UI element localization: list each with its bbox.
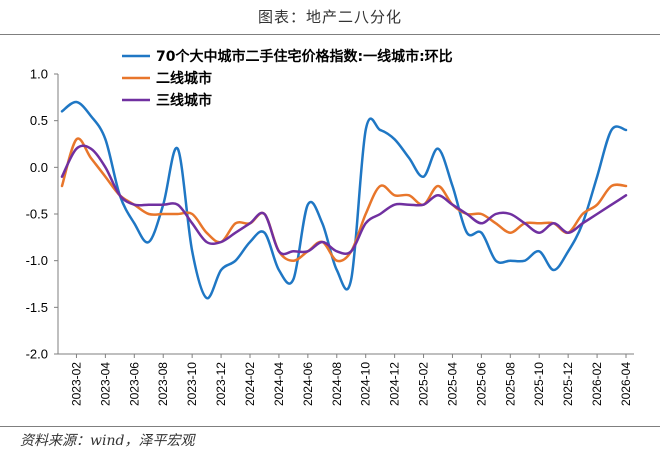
y-tick-label: 1.0 [30, 67, 48, 82]
x-tick-label: 2024-02 [243, 362, 257, 406]
x-tick-label: 2024-08 [330, 362, 344, 406]
x-tick-label: 2024-04 [272, 362, 286, 406]
x-tick-label: 2024-10 [359, 362, 373, 406]
x-tick-label: 2026-02 [590, 362, 604, 406]
y-tick-label: -2.0 [26, 347, 48, 362]
legend-label-3: 三线城市 [156, 92, 212, 109]
y-tick-label: -1.0 [26, 253, 48, 268]
x-tick-label: 2025-12 [561, 362, 575, 406]
source-note: 资料来源：wind，泽平宏观 [20, 433, 195, 449]
title-divider [0, 34, 660, 35]
series-lines [60, 100, 628, 300]
x-tick-label: 2023-02 [69, 362, 83, 406]
x-tick-label: 2025-02 [417, 362, 431, 406]
y-tick-label: 0.0 [30, 160, 48, 175]
y-tick-label: -0.5 [26, 207, 48, 222]
x-tick-label: 2023-10 [185, 362, 199, 406]
x-tick-label: 2023-12 [214, 362, 228, 406]
x-tick-label: 2025-04 [445, 362, 459, 406]
x-tick-label: 2024-06 [301, 362, 315, 406]
axes [57, 74, 634, 355]
series-line-1 [60, 100, 628, 300]
x-tick-label: 2023-06 [127, 362, 141, 406]
x-tick-label: 2025-06 [474, 362, 488, 406]
footer-divider [0, 426, 660, 427]
y-axis-ticks: 1.0 0.5 0.0 -0.5 -1.0 -1.5 -2.0 [26, 67, 58, 362]
legend-label-2: 二线城市 [156, 70, 212, 87]
x-tick-label: 2023-04 [98, 362, 112, 406]
figure-title: 图表：地产二八分化 [257, 8, 402, 26]
legend-label-1: 70个大中城市二手住宅价格指数:一线城市:环比 [156, 48, 453, 65]
x-tick-label: 2026-04 [619, 362, 633, 406]
x-tick-label: 2025-10 [532, 362, 546, 406]
series-line-2 [60, 137, 628, 263]
line-chart: 1.0 0.5 0.0 -0.5 -1.0 -1.5 -2.0 2023-02 2023-04… [26, 48, 634, 406]
y-tick-label: 0.5 [30, 113, 48, 128]
x-tick-label: 2024-12 [388, 362, 402, 406]
y-tick-label: -1.5 [26, 300, 48, 315]
x-tick-label: 2025-08 [503, 362, 517, 406]
x-axis-ticks: 2023-02 2023-04 2023-06 2023-08 2023-10 2023-… [69, 354, 633, 406]
x-tick-label: 2023-08 [156, 362, 170, 406]
series-line-3 [60, 144, 628, 256]
